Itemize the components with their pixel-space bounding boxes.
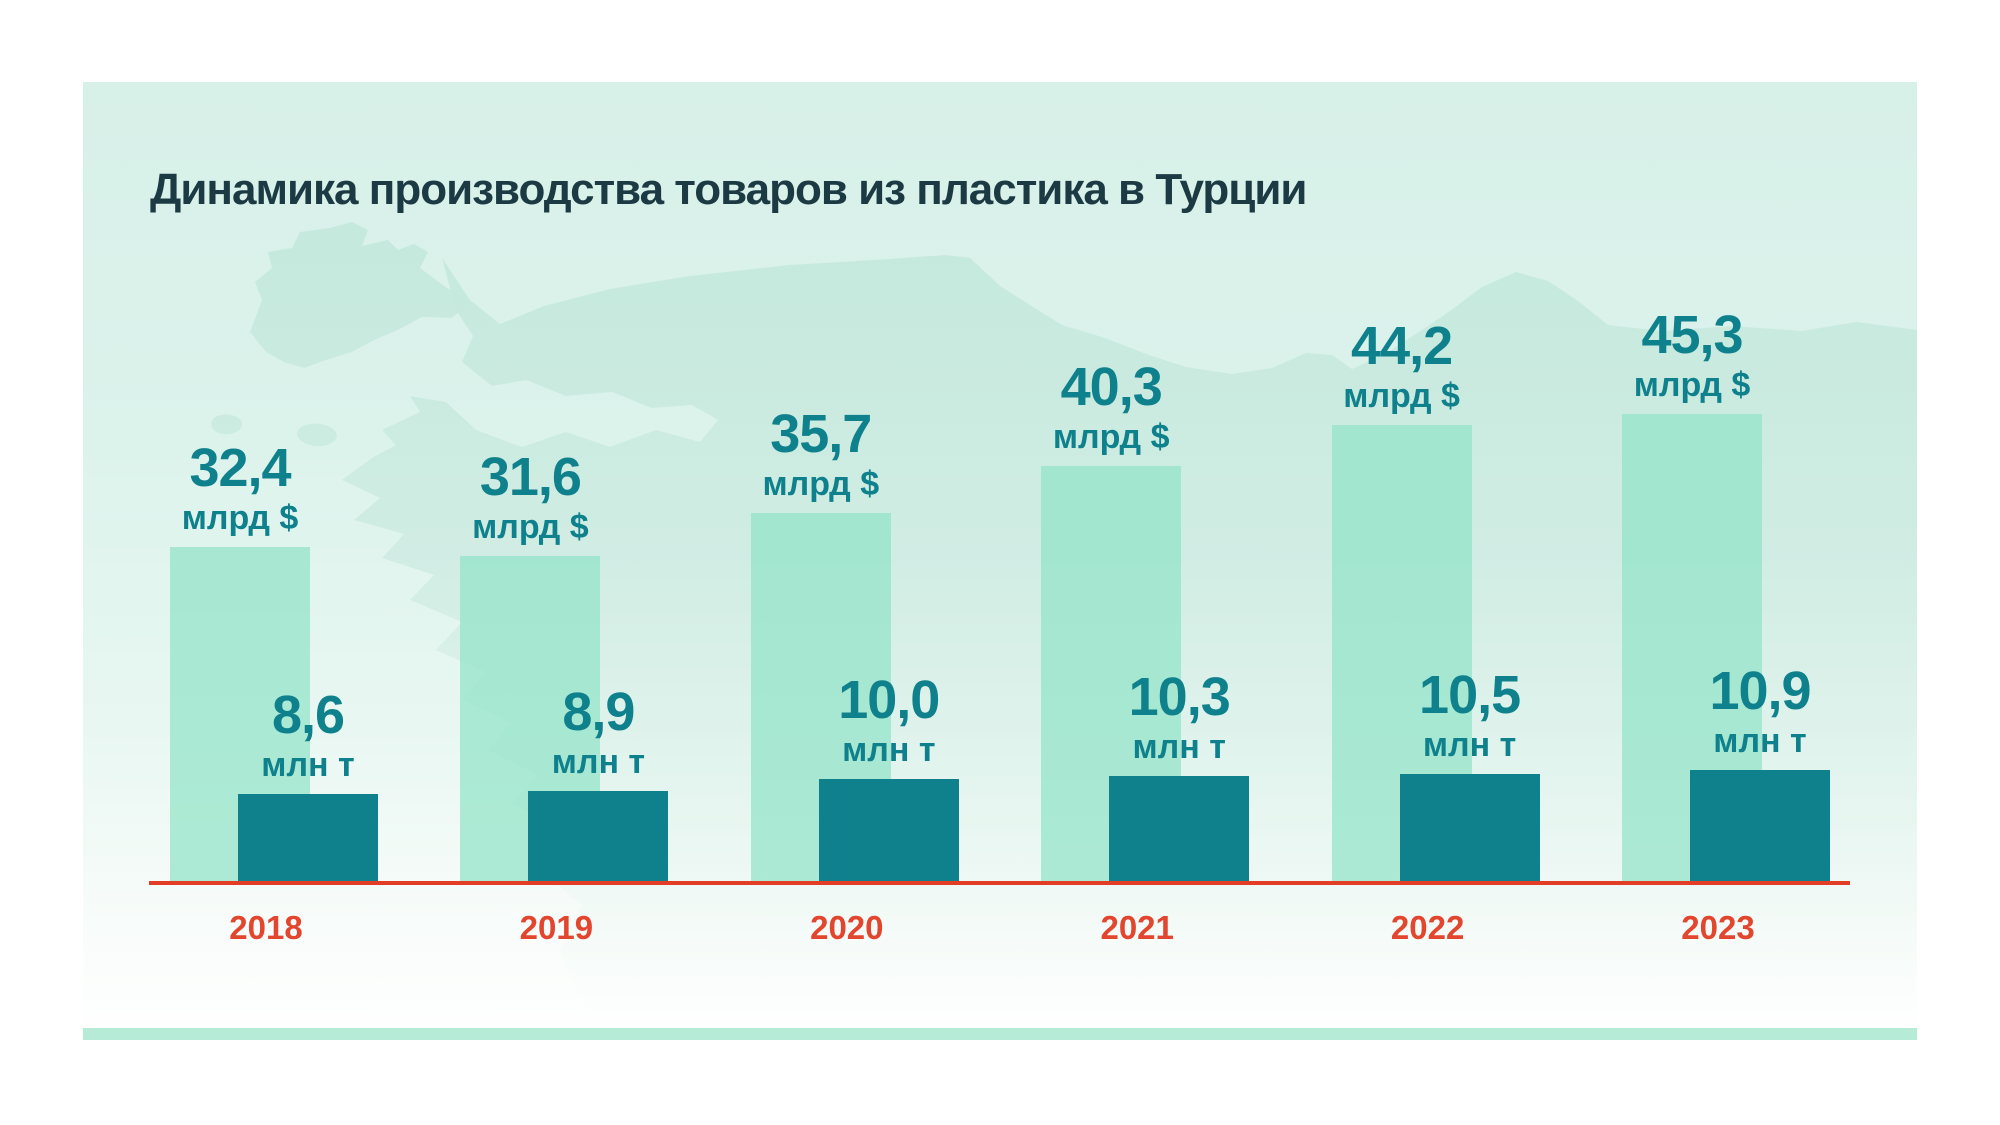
x-tick-label-2021: 2021: [1100, 909, 1174, 946]
bottom-accent-strip: [83, 1028, 1917, 1040]
tons-bar-2023: [1690, 770, 1830, 883]
unit-label: млн т: [842, 731, 936, 770]
tons-bar-2019: [528, 790, 669, 883]
value-label: 10,3: [1128, 667, 1231, 728]
tons-bar-2018: [238, 793, 378, 883]
unit-label: млн т: [551, 742, 646, 781]
x-axis-baseline: [149, 881, 1850, 885]
tons-value-stack-2018: 8,6 млн т: [261, 688, 354, 782]
value-label: 10,5: [1419, 665, 1521, 726]
usd-value-stack-2019: 31,6 млрд $: [472, 450, 589, 544]
unit-label: млн т: [1132, 728, 1226, 767]
value-label: 32,4: [189, 438, 291, 499]
usd-value-stack-2018: 32,4 млрд $: [182, 441, 299, 535]
unit-label: млрд $: [762, 465, 880, 504]
usd-value-stack-2023: 45,3 млрд $: [1634, 308, 1751, 402]
map-island: [211, 414, 243, 435]
unit-label: млрд $: [1633, 365, 1751, 404]
chart-panel: Динамика производства товаров из пластик…: [83, 82, 1917, 1040]
unit-label: млн т: [1422, 726, 1517, 765]
map-island: [297, 423, 337, 447]
value-label: 44,2: [1351, 316, 1453, 377]
usd-value-stack-2021: 40,3 млрд $: [1053, 360, 1170, 454]
tons-value-stack-2023: 10,9 млн т: [1709, 661, 1811, 761]
x-tick-label-2020: 2020: [810, 909, 884, 946]
tons-value-stack-2019: 8,9 млн т: [552, 685, 645, 779]
tons-value-stack-2020: 10,0 млн т: [838, 670, 940, 770]
map-thrace-region: [250, 222, 470, 368]
unit-label: млн т: [1713, 722, 1807, 761]
tons-bar-2022: [1399, 774, 1540, 883]
tons-bar-2020: [818, 779, 959, 883]
value-label: 35,7: [770, 404, 872, 465]
unit-label: млрд $: [1052, 417, 1170, 456]
tons-bar-2021: [1109, 776, 1250, 883]
value-label: 8,6: [271, 684, 345, 745]
value-label: 31,6: [479, 446, 582, 507]
tons-value-stack-2021: 10,3 млн т: [1128, 667, 1231, 767]
x-tick-label-2019: 2019: [519, 909, 594, 946]
tons-value-stack-2022: 10,5 млн т: [1419, 665, 1521, 765]
page-title: Динамика производства товаров из пластик…: [150, 165, 1307, 215]
value-label: 45,3: [1641, 304, 1743, 365]
unit-label: млрд $: [1343, 377, 1460, 416]
value-label: 10,0: [838, 670, 940, 731]
value-label: 40,3: [1060, 356, 1163, 417]
unit-label: млн т: [261, 745, 355, 784]
x-tick-label-2022: 2022: [1390, 909, 1465, 946]
unit-label: млрд $: [181, 499, 299, 538]
value-label: 8,9: [562, 681, 635, 742]
x-tick-label-2023: 2023: [1681, 909, 1755, 946]
x-tick-label-2018: 2018: [229, 909, 303, 946]
value-label: 10,9: [1709, 661, 1811, 722]
usd-value-stack-2020: 35,7 млрд $: [762, 407, 879, 501]
unit-label: млрд $: [472, 507, 589, 546]
usd-value-stack-2022: 44,2 млрд $: [1343, 319, 1460, 413]
